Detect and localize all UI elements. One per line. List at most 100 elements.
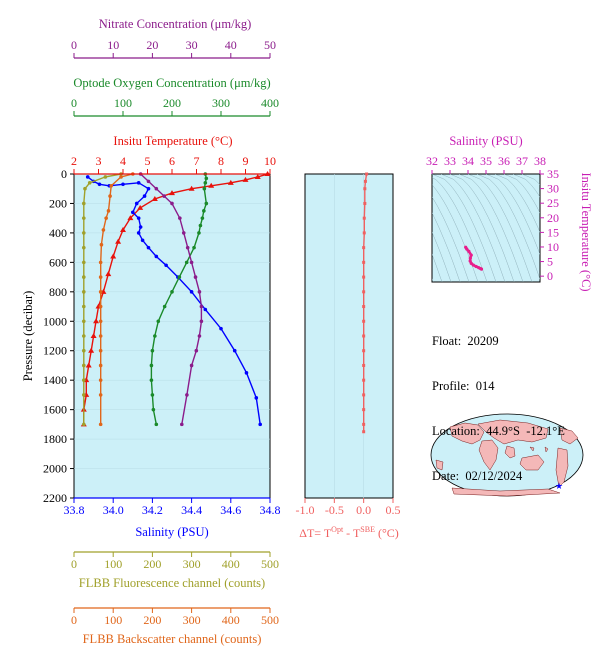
axis-tick-label: 200: [143, 613, 161, 627]
point-oxygen: [192, 245, 196, 250]
point-salinity: [136, 216, 141, 220]
point-salinity: [121, 182, 125, 187]
date-value: 02/12/2024: [465, 469, 523, 483]
ts-top-tick-label: 34: [462, 154, 474, 168]
axis-tick-label: 500: [261, 613, 279, 627]
point-salinity: [136, 181, 141, 185]
ts-right-tick-label: 0: [547, 269, 553, 283]
axis-tick-label: 300: [183, 613, 201, 627]
ts-right-tick-label: 20: [547, 211, 559, 225]
ts-top-tick-label: 37: [516, 154, 528, 168]
point-fluorescence: [82, 216, 86, 220]
profile-gridlines: [74, 203, 270, 469]
pressure-tick-label: 400: [49, 226, 67, 240]
dt-tick-label: -0.5: [325, 503, 344, 517]
point-temperature: [85, 362, 92, 368]
axis-tick-label: 100: [114, 96, 132, 110]
point-temperature: [227, 179, 234, 185]
point-oxygen: [150, 348, 155, 353]
axis-tick-label: 6: [169, 154, 175, 168]
ts-top-tick-label: 33: [444, 154, 456, 168]
series-line-oxygen: [150, 173, 208, 425]
pressure-tick-label: 1400: [43, 373, 67, 387]
dt-point: [362, 246, 366, 250]
ts-series-group: [464, 245, 484, 271]
backscatter-axis-label: FLBB Backscatter channel (counts): [83, 632, 262, 646]
point-salinity: [134, 201, 139, 206]
series-line-temperature: [83, 173, 268, 425]
point-temperature: [254, 173, 261, 179]
isopycnal-line: [432, 196, 470, 282]
point-salinity: [97, 182, 102, 187]
isopycnal-line: [476, 174, 540, 280]
point-oxygen: [149, 378, 154, 382]
pressure-tick-label: 0: [61, 167, 67, 181]
isopycnal-line: [449, 174, 515, 282]
dt-point: [362, 216, 366, 220]
point-backscatter: [98, 304, 103, 309]
point-salinity: [232, 348, 237, 353]
axis-tick-label: 20: [146, 38, 158, 52]
axis-tick-label: 400: [261, 96, 279, 110]
ts-top-tick-label: 32: [426, 154, 438, 168]
point-salinity: [140, 238, 145, 243]
dt-point: [362, 290, 366, 294]
pressure-axis-label: Pressure (decibar): [21, 291, 35, 382]
float-value: 20209: [467, 334, 499, 348]
ts-point: [469, 253, 473, 257]
oxygen-axis: 0 100 200 300 400: [71, 96, 279, 117]
point-fluorescence: [82, 378, 86, 382]
dt-point: [362, 393, 366, 397]
point-backscatter: [98, 275, 103, 279]
point-temperature: [88, 347, 95, 353]
axis-tick-label: 30: [186, 38, 198, 52]
profile-plot-area: [73, 173, 271, 499]
pressure-tick-label: 1800: [43, 432, 67, 446]
ts-plot-area: [431, 173, 541, 283]
float-row: Float: 20209: [432, 334, 565, 349]
point-temperature: [151, 196, 158, 202]
point-salinity: [219, 326, 223, 331]
pressure-tick-label: 2200: [43, 491, 67, 505]
ts-point: [464, 245, 468, 249]
dt-point: [362, 378, 366, 382]
axis-tick-label: 400: [222, 557, 240, 571]
point-backscatter: [98, 378, 103, 382]
point-backscatter: [98, 393, 103, 397]
ts-right-tick-label: 10: [547, 240, 559, 254]
axis-tick-label: 9: [243, 154, 249, 168]
axis-tick-label: 50: [264, 38, 276, 52]
point-nitrate: [154, 186, 159, 191]
point-fluorescence: [82, 201, 86, 206]
point-temperature: [120, 226, 126, 232]
point-fluorescence: [82, 260, 86, 265]
profile-row: Profile: 014: [432, 379, 565, 394]
ts-isopycnal-lines: [432, 174, 540, 282]
axis-tick-label: 34.8: [260, 503, 281, 517]
isopycnal-line: [512, 174, 540, 198]
delta-t-axis: -1.0 -0.5 0.0 0.5: [296, 498, 401, 517]
dt-point: [363, 179, 367, 183]
ts-right-tick-label: 15: [547, 225, 559, 239]
isopycnal-line: [485, 174, 540, 255]
point-temperature: [105, 271, 112, 277]
axis-tick-label: 34.4: [181, 503, 202, 517]
point-nitrate: [197, 334, 202, 338]
isopycnal-line: [458, 174, 524, 282]
point-backscatter: [98, 260, 103, 265]
salinity-axis-label: Salinity (PSU): [135, 525, 208, 539]
point-temperature: [115, 238, 122, 244]
isopycnal-line: [432, 253, 443, 282]
dt-point: [363, 187, 367, 191]
dt-point: [362, 349, 366, 353]
point-fluorescence: [103, 175, 108, 179]
point-backscatter: [98, 319, 103, 324]
delta-t-series-group: [362, 172, 369, 434]
ts-salinity-axis: 32 33 34 35 36 37 38: [426, 154, 546, 174]
point-oxygen: [203, 181, 208, 185]
point-salinity: [203, 307, 208, 312]
float-label: Float:: [432, 334, 462, 348]
isopycnal-line: [494, 174, 540, 233]
axis-tick-label: 34.2: [142, 503, 163, 517]
